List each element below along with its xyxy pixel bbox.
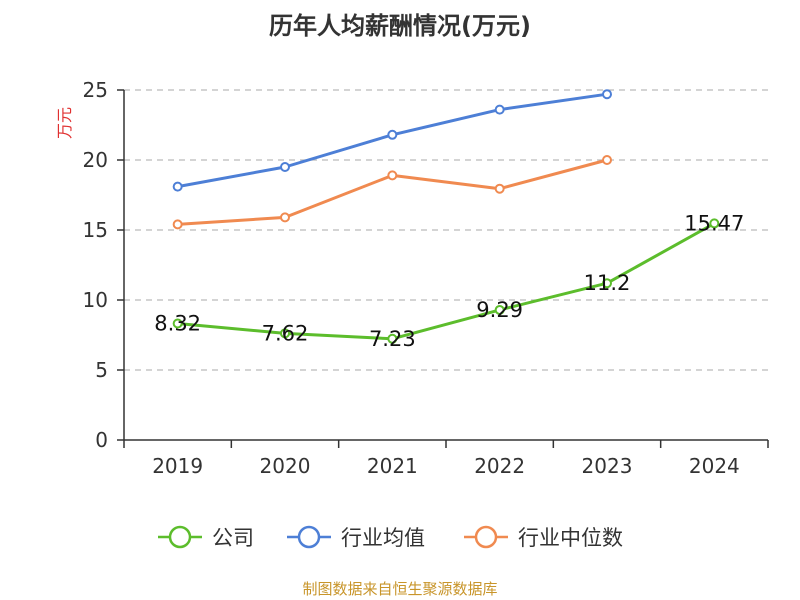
x-tick-label: 2024 xyxy=(689,454,740,478)
data-label: 7.23 xyxy=(369,327,416,351)
data-point xyxy=(494,183,505,194)
data-point xyxy=(494,304,505,315)
data-point xyxy=(387,333,398,344)
legend-marker xyxy=(474,525,498,549)
x-tick-label: 2022 xyxy=(474,454,525,478)
legend-label: 行业中位数 xyxy=(518,526,623,550)
y-tick-label: 0 xyxy=(95,428,108,452)
y-tick-label: 15 xyxy=(83,218,108,242)
data-point xyxy=(172,219,183,230)
gridlines xyxy=(124,89,768,371)
data-label: 9.29 xyxy=(476,298,523,322)
data-point xyxy=(494,104,505,115)
data-label: 15.47 xyxy=(684,211,744,235)
series-line xyxy=(177,222,716,341)
axes: 0 5 10 15 20 25 2019 2020 2021 2022 2023 2024 xyxy=(83,78,769,478)
data-point xyxy=(602,89,612,100)
data-point xyxy=(387,129,398,140)
y-tick-label: 20 xyxy=(83,148,108,172)
data-point xyxy=(172,181,183,192)
data-point xyxy=(602,155,612,165)
data-source-note: 制图数据来自恒生聚源数据库 xyxy=(302,580,498,598)
series-line xyxy=(177,158,608,226)
x-tick-label: 2020 xyxy=(260,454,311,478)
data-point xyxy=(172,318,183,329)
data-labels: 8.32 7.62 7.23 9.29 11.2 15.47 xyxy=(154,211,744,350)
data-point xyxy=(387,170,398,181)
legend[interactable]: 公司 行业均值 行业中位数 xyxy=(158,525,623,550)
data-point xyxy=(602,278,612,289)
y-axis-title: 万元 xyxy=(55,107,74,139)
y-tick-label: 25 xyxy=(83,78,108,102)
legend-marker xyxy=(297,525,321,549)
legend-label: 行业均值 xyxy=(341,526,425,550)
data-point xyxy=(709,218,720,229)
y-tick-label: 5 xyxy=(95,358,108,382)
x-tick-label: 2019 xyxy=(152,454,203,478)
data-label: 7.62 xyxy=(262,321,309,345)
legend-item[interactable]: 公司 xyxy=(158,525,254,550)
x-tick-label: 2023 xyxy=(582,454,633,478)
chart-title: 历年人均薪酬情况(万元) xyxy=(269,12,531,40)
y-tick-label: 10 xyxy=(83,288,108,312)
legend-label: 公司 xyxy=(212,526,254,550)
data-label: 8.32 xyxy=(154,312,201,336)
legend-marker xyxy=(168,525,192,549)
data-point xyxy=(280,328,290,339)
legend-item[interactable]: 行业中位数 xyxy=(464,525,623,550)
series xyxy=(172,89,720,344)
data-point xyxy=(280,212,290,223)
data-point xyxy=(280,162,290,172)
data-label: 11.2 xyxy=(584,271,631,295)
x-tick-label: 2021 xyxy=(367,454,418,478)
legend-item[interactable]: 行业均值 xyxy=(287,525,425,550)
